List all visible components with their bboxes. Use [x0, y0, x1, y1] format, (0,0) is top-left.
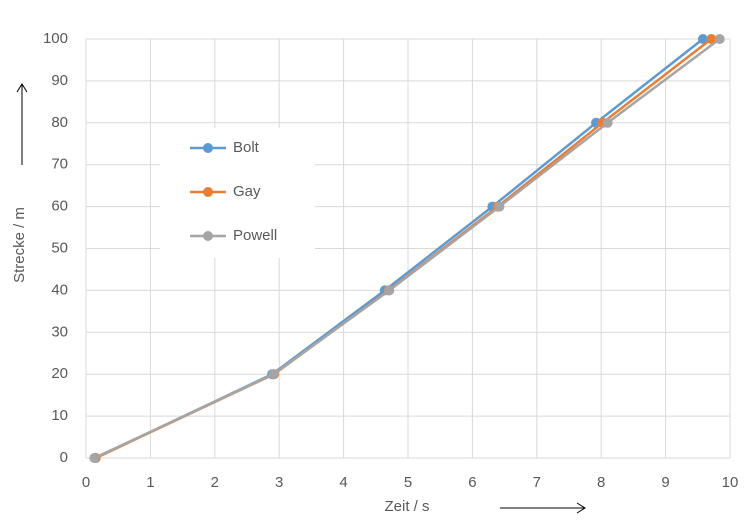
x-tick-label: 4	[339, 474, 347, 491]
legend-marker	[203, 143, 213, 153]
data-point	[494, 201, 505, 212]
y-tick-label: 20	[51, 365, 68, 382]
legend-box	[160, 128, 315, 258]
data-point	[268, 369, 279, 380]
x-tick-label: 2	[211, 474, 219, 491]
x-axis-label: Zeit / s	[384, 498, 429, 515]
y-tick-label: 80	[51, 114, 68, 131]
data-point	[706, 34, 717, 44]
x-tick-label: 1	[146, 474, 154, 491]
x-tick-label: 6	[468, 474, 476, 491]
y-tick-label: 30	[51, 323, 68, 340]
arrows	[16, 83, 586, 514]
x-tick-label: 9	[661, 474, 669, 491]
series-line	[93, 37, 721, 460]
x-tick-label: 5	[404, 474, 412, 491]
x-tick-label: 7	[533, 474, 541, 491]
y-tick-label: 60	[51, 198, 68, 215]
legend-marker	[203, 231, 213, 241]
x-tick-label: 0	[82, 474, 90, 491]
x-tick-label: 8	[597, 474, 605, 491]
legend-label: Powell	[233, 227, 277, 244]
y-tick-label: 100	[43, 30, 68, 47]
y-tick-label: 10	[51, 407, 68, 424]
y-tick-label: 90	[51, 72, 68, 89]
x-tick-label: 3	[275, 474, 283, 491]
y-tick-label: 40	[51, 281, 68, 298]
data-point	[714, 34, 725, 44]
y-tick-label: 0	[60, 449, 68, 466]
data-point	[89, 453, 100, 463]
data-point	[697, 34, 708, 44]
x-tick-label: 10	[722, 474, 739, 491]
legend-marker	[203, 187, 213, 197]
legend-label: Bolt	[233, 139, 260, 156]
legend-label: Gay	[233, 183, 261, 200]
y-tick-label: 50	[51, 239, 68, 256]
data-point	[384, 285, 395, 296]
data-point	[602, 117, 613, 128]
y-axis-label: Strecke / m	[11, 207, 28, 283]
y-tick-label: 70	[51, 156, 68, 173]
